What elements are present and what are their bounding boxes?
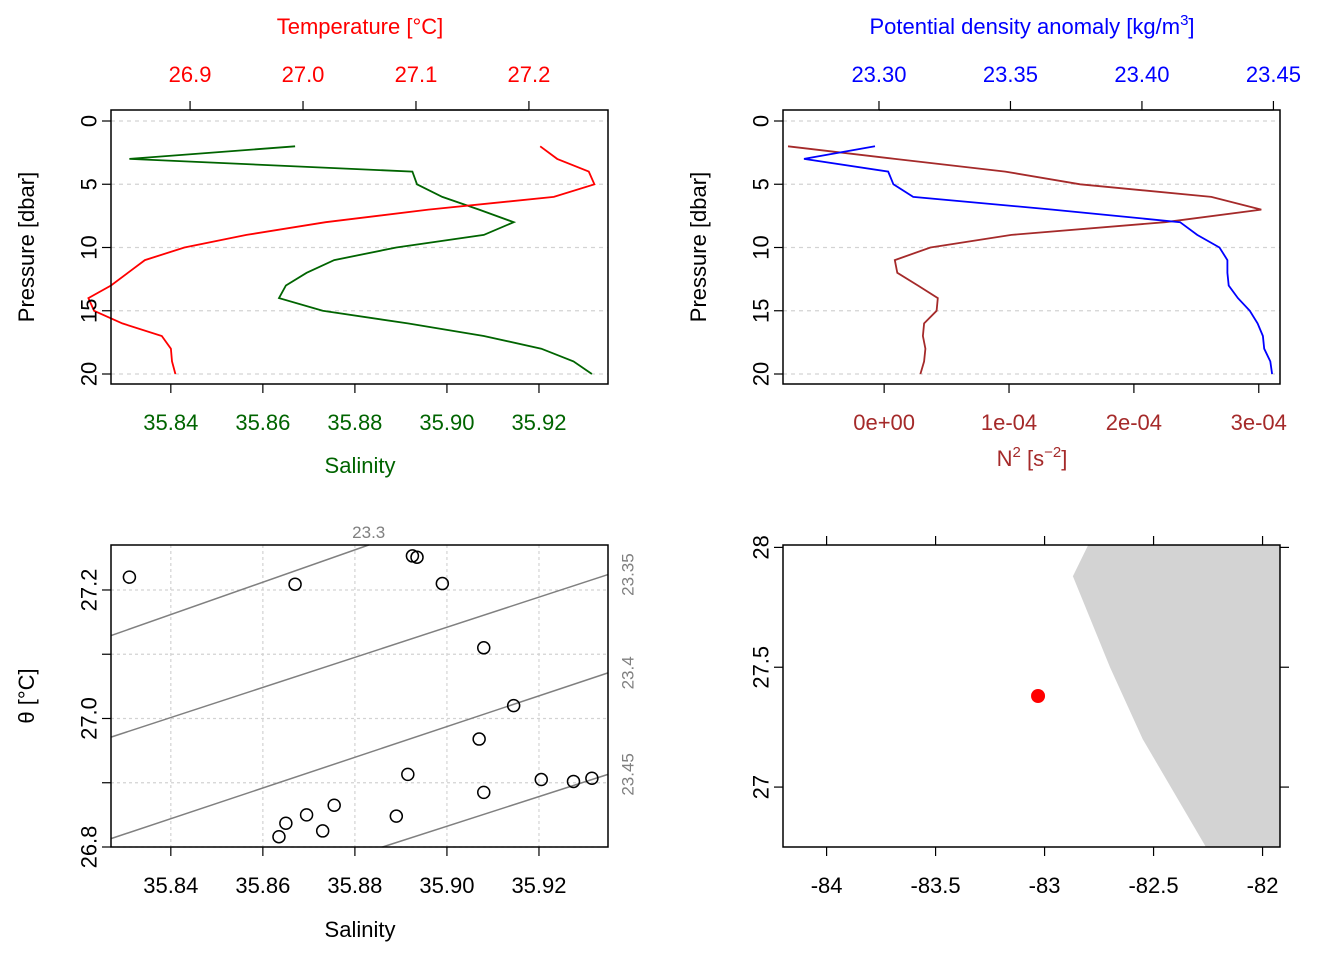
land-area: [1072, 545, 1280, 847]
ts-x-axis-title: Salinity: [325, 917, 396, 942]
temperature-axis-title: Temperature [°C]: [277, 14, 444, 39]
ts-diagram-panel: 23.3 23.35 23.4 23.45: [110, 523, 638, 848]
ts-y-axis-title: θ [°C]: [14, 668, 39, 723]
pressure-tick-label: 20: [77, 362, 102, 386]
ts-point: [315, 824, 330, 838]
ts-point: [534, 772, 549, 787]
latitude-tick-label: 27.5: [749, 646, 774, 689]
isopycnal-label: 23.4: [619, 656, 638, 689]
salinity-tick-label: 35.92: [511, 410, 566, 435]
ts-point: [299, 808, 314, 822]
ts-point: [401, 767, 415, 782]
longitude-tick-label: -82: [1247, 873, 1279, 898]
ts-point: [389, 809, 404, 823]
temperature-tick-label: 26.9: [169, 62, 212, 87]
density-tick-label: 23.35: [983, 62, 1038, 87]
isopycnal-line: [110, 672, 609, 840]
density-tick-label: 23.45: [1246, 62, 1301, 87]
pressure-axis-title: Pressure [dbar]: [14, 172, 39, 322]
ts-point: [410, 550, 424, 564]
theta-tick-label: 27.0: [77, 697, 102, 740]
pressure-tick-label: 20: [749, 362, 774, 386]
salinity-tick-label: 35.88: [327, 873, 382, 898]
salinity-profile-line: [129, 145, 593, 375]
pressure-tick-label: 0: [749, 115, 774, 127]
isopycnal-line: [382, 773, 609, 848]
salinity-tick-label: 35.90: [419, 873, 474, 898]
density-tick-label: 23.30: [851, 62, 906, 87]
density-profile-line: [803, 145, 1273, 375]
salinity-tick-label: 35.92: [511, 873, 566, 898]
pressure-tick-label: 10: [749, 235, 774, 259]
ts-point: [327, 798, 341, 812]
isopycnal-label: 23.3: [352, 523, 385, 542]
ts-point: [506, 698, 521, 713]
latitude-tick-label: 27: [749, 775, 774, 799]
salinity-temperature-panel: [87, 109, 609, 385]
longitude-tick-label: -83.5: [911, 873, 961, 898]
ts-point: [477, 785, 491, 800]
longitude-tick-label: -83: [1029, 873, 1061, 898]
density-tick-label: 23.40: [1114, 62, 1169, 87]
latitude-tick-label: 28: [749, 535, 774, 559]
ts-point: [279, 816, 293, 830]
temperature-tick-label: 27.0: [282, 62, 325, 87]
longitude-tick-label: -82.5: [1128, 873, 1178, 898]
theta-tick-label: 27.2: [77, 569, 102, 612]
ts-point: [566, 774, 581, 789]
n2-tick-label: 2e-04: [1106, 410, 1162, 435]
salinity-tick-label: 35.86: [235, 410, 290, 435]
ts-point: [272, 829, 286, 844]
longitude-tick-label: -84: [811, 873, 843, 898]
density-n2-panel: [782, 109, 1281, 385]
salinity-tick-label: 35.90: [419, 410, 474, 435]
n2-tick-label: 0e+00: [853, 410, 915, 435]
isopycnal-label: 23.45: [619, 753, 638, 796]
ts-point: [122, 570, 137, 584]
ts-point: [288, 577, 302, 591]
n2-tick-label: 3e-04: [1231, 410, 1287, 435]
pressure-tick-label: 15: [77, 299, 102, 323]
pressure-axis-title: Pressure [dbar]: [686, 172, 711, 322]
temperature-tick-label: 27.2: [508, 62, 551, 87]
salinity-tick-label: 35.86: [235, 873, 290, 898]
ts-point: [585, 771, 599, 785]
ts-plot-frame: [110, 544, 609, 848]
pressure-tick-label: 10: [77, 235, 102, 259]
isopycnal-label: 23.35: [619, 553, 638, 596]
theta-tick-label: 26.8: [77, 826, 102, 869]
temperature-tick-label: 27.1: [395, 62, 438, 87]
salinity-axis-title: Salinity: [325, 453, 396, 478]
density-axis-title: Potential density anomaly [kg/m3]: [869, 12, 1194, 39]
ts-point: [472, 732, 486, 746]
location-map-panel: [782, 544, 1281, 848]
map-frame: [782, 544, 1281, 848]
isopycnal-line: [110, 544, 369, 637]
salinity-tick-label: 35.88: [327, 410, 382, 435]
pressure-tick-label: 15: [749, 299, 774, 323]
n2-tick-label: 1e-04: [981, 410, 1037, 435]
station-marker: [1031, 689, 1046, 703]
n2-axis-title: N2 [s−2]: [997, 444, 1068, 471]
isopycnal-line: [110, 573, 609, 738]
ts-point: [477, 641, 491, 655]
n2-profile-line: [787, 145, 1262, 375]
pressure-tick-label: 5: [749, 178, 774, 190]
temperature-profile-line: [87, 145, 596, 375]
pressure-tick-label: 5: [77, 178, 102, 190]
pressure-tick-label: 0: [77, 115, 102, 127]
salinity-tick-label: 35.84: [143, 873, 198, 898]
salinity-tick-label: 35.84: [143, 410, 198, 435]
ts-point: [435, 576, 450, 591]
